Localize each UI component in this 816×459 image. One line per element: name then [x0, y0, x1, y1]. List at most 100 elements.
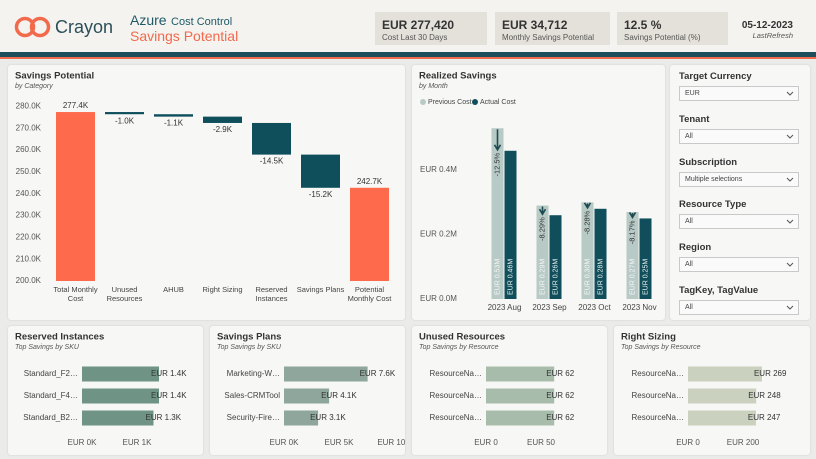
bar [284, 388, 330, 404]
data-label: EUR 0.30M [584, 259, 591, 295]
chart-title: Reserved Instances [15, 332, 104, 343]
bar [82, 410, 154, 426]
x-tick-label: Savings Plans [296, 285, 345, 294]
legend-marker [420, 99, 426, 105]
chevron [786, 305, 794, 310]
bar [688, 388, 757, 404]
data-label: -1.1K [164, 119, 184, 128]
bar [105, 112, 144, 115]
filter-label: Target Currency [679, 71, 752, 82]
y-tick-label: 270.0K [16, 123, 42, 132]
data-label: -1.0K [115, 116, 135, 125]
y-tick-label: EUR 0.0M [420, 294, 457, 303]
filter-value: All [685, 218, 693, 226]
chart-subtitle: by Month [419, 83, 448, 90]
data-label: EUR 62 [546, 413, 575, 422]
chart-subtitle: Top Savings by Resource [419, 344, 499, 351]
filter-dropdown[interactable]: Multiple selections [679, 171, 799, 187]
filter-value: All [685, 132, 693, 140]
data-label: -14.5K [260, 157, 284, 166]
filter-dropdown[interactable]: All [679, 214, 799, 230]
chart-subtitle: Top Savings by SKU [15, 344, 80, 351]
filter-panel: Target Currency EUR Tenant All Subscription M… [670, 65, 810, 320]
kpi-value: 12.5 % [624, 18, 662, 32]
data-label: EUR 62 [546, 369, 575, 378]
y-tick-label: 200.0K [16, 276, 42, 285]
change-arrow [628, 212, 637, 219]
data-label: EUR 0.29M [539, 259, 546, 295]
dropdown-chevron [786, 177, 794, 182]
y-tick-label: Standard_F2… [24, 369, 78, 378]
bar [549, 215, 562, 299]
bar [504, 150, 517, 299]
dropdown-chevron [786, 262, 794, 267]
chevron [786, 220, 794, 225]
kpi-value: EUR 34,712 [502, 18, 568, 32]
data-label: EUR 0.25M [642, 259, 649, 295]
kpi-card: EUR 277,420 Cost Last 30 Days [375, 12, 487, 45]
y-tick-label: EUR 0.2M [420, 230, 457, 239]
header: Crayon Azure Cost Control Savings Potent… [0, 0, 816, 52]
x-tick-label: 2023 Oct [578, 303, 611, 312]
data-label: EUR 7.6K [360, 369, 396, 378]
y-tick-label: ResourceNa… [632, 369, 684, 378]
chart-title: Savings Plans [217, 332, 281, 343]
y-tick-label: Standard_B2… [23, 413, 78, 422]
product-sub: Cost Control [171, 16, 233, 28]
data-label: EUR 0.26M [552, 259, 559, 295]
change-label: -8.28% [582, 210, 591, 234]
filter-dropdown[interactable]: All [679, 300, 799, 315]
chart-subtitle: by Category [15, 83, 53, 90]
chevron [786, 91, 794, 96]
y-tick-label: ResourceNa… [632, 391, 684, 400]
y-tick-label: Marketing-W… [227, 369, 280, 378]
filter-label: Subscription [679, 156, 738, 168]
legend-label: Actual Cost [480, 99, 516, 106]
x-tick-label: EUR 200 [727, 438, 760, 447]
filter-dropdown[interactable]: All [679, 128, 799, 144]
y-tick-label: 250.0K [16, 167, 42, 176]
logo-mark [14, 16, 51, 38]
bar [639, 218, 652, 299]
kpi-label: Cost Last 30 Days [382, 33, 448, 42]
bar [82, 388, 159, 404]
filter-dropdown[interactable]: EUR [679, 86, 799, 101]
product: Azure Cost Control [130, 12, 232, 30]
y-tick-label: Standard_F4… [24, 391, 78, 400]
x-tick-label: Reserved Instances [255, 285, 288, 303]
x-tick-label: Total Monthly Cost [53, 285, 98, 303]
x-tick-label: EUR 0 [676, 438, 700, 447]
data-label: EUR 247 [748, 413, 781, 422]
data-label: -2.9K [213, 125, 233, 134]
bar [284, 410, 319, 426]
x-tick-label: EUR 5K [325, 438, 355, 447]
panel: Savings Plans Top Savings by SKU Marketing… [210, 326, 405, 455]
filter-value: Multiple selections [685, 175, 743, 183]
data-label: EUR 4.1K [321, 391, 357, 400]
bar [203, 116, 242, 123]
y-tick-label: ResourceNa… [632, 413, 684, 422]
logo-text: Crayon [55, 17, 114, 37]
chart-title: Savings Potential [15, 71, 94, 82]
bar [284, 366, 368, 382]
dropdown-chevron [786, 305, 794, 310]
chart-title: Unused Resources [419, 332, 505, 343]
bar [594, 208, 607, 299]
y-tick-label: 280.0K [16, 101, 42, 110]
bar [486, 388, 555, 404]
bar [301, 154, 340, 188]
x-tick-label: Unused Resources [106, 285, 143, 303]
filter-value: All [685, 261, 693, 269]
data-label: 242.7K [357, 177, 383, 186]
x-tick-label: EUR 0K [270, 438, 300, 447]
y-tick-label: 240.0K [16, 189, 42, 198]
change-label: -8.17% [627, 220, 636, 244]
data-label: EUR 1.4K [151, 391, 187, 400]
filter-value: All [685, 304, 693, 311]
data-label: 277.4K [63, 101, 89, 110]
filter-dropdown[interactable]: All [679, 257, 799, 273]
page-title: Savings Potential [130, 28, 239, 44]
